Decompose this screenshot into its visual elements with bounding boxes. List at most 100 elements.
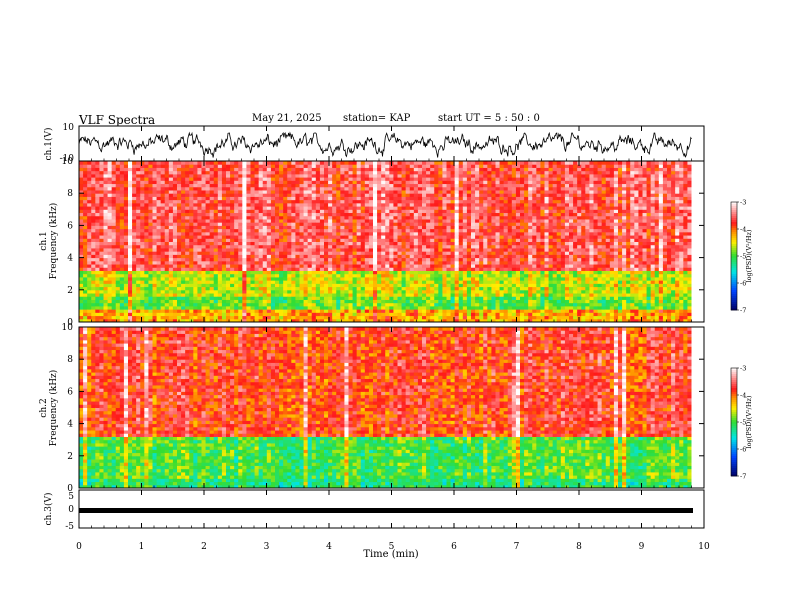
spectrogram-cell [79, 212, 84, 217]
spectrogram-cell [201, 164, 207, 168]
spectrogram-cell [426, 280, 431, 284]
spectrogram-cell [426, 228, 431, 233]
spectrogram-cell [197, 164, 202, 168]
spectrogram-cell [401, 167, 407, 172]
spectrogram-cell [295, 312, 300, 317]
spectrogram-cell [168, 241, 174, 246]
spectrogram-cell [144, 299, 149, 304]
spectrogram-cell [364, 173, 370, 178]
spectrogram-cell [91, 173, 96, 178]
spectrogram-cell [205, 280, 211, 284]
spectrogram-cell [426, 283, 431, 288]
spectrogram-cell [450, 286, 456, 291]
spectrogram-cell [95, 264, 100, 268]
spectrogram-cell [262, 280, 268, 284]
spectrogram-cell [119, 199, 125, 204]
spectrogram-cell [181, 161, 186, 165]
spectrogram-cell [99, 196, 104, 201]
spectrogram-cell [136, 193, 141, 197]
spectrogram-cell [201, 209, 207, 214]
spectrogram-cell [205, 312, 211, 317]
spectrogram-cell [307, 189, 313, 194]
spectrogram-cell [291, 276, 296, 281]
spectrogram-cell [344, 189, 349, 194]
spectrogram-cell [434, 299, 439, 304]
spectrogram-cell [115, 264, 121, 268]
spectrogram-cell [438, 199, 443, 204]
spectrogram-cell [140, 286, 145, 291]
spectrogram-cell [454, 215, 460, 220]
spectrogram-cell [434, 273, 439, 278]
spectrogram-cell [103, 189, 109, 194]
spectrogram-cell [291, 173, 296, 178]
spectrogram-cell [458, 218, 464, 223]
spectrogram-cell [446, 254, 452, 259]
spectrogram-cell [332, 247, 337, 252]
spectrogram-cell [270, 247, 276, 252]
spectrogram-cell [205, 264, 211, 268]
spectrogram-cell [332, 270, 337, 275]
spectrogram-cell [279, 241, 284, 246]
spectrogram-cell [136, 241, 141, 246]
spectrogram-cell [148, 289, 153, 294]
spectrogram-cell [177, 183, 182, 188]
spectrogram-cell [377, 199, 382, 204]
spectrogram-cell [458, 296, 464, 300]
spectrogram-cell [397, 293, 403, 297]
spectrogram-cell [393, 173, 398, 178]
spectrogram-cell [189, 196, 194, 201]
spectrogram-cell [254, 293, 260, 297]
spectrogram-cell [172, 296, 178, 300]
spectrogram-cell [483, 267, 488, 271]
spectrogram-cell [385, 202, 390, 207]
spectrogram-cell [152, 183, 158, 188]
spectrogram-cell [152, 318, 158, 323]
spectrogram-cell [266, 254, 272, 259]
spectrogram-cell [205, 270, 211, 275]
spectrogram-cell [197, 167, 202, 172]
spectrogram-cell [287, 202, 292, 207]
spectrogram-cell [275, 293, 280, 297]
spectrogram-cell [405, 254, 411, 259]
spectrogram-cell [307, 296, 313, 300]
spectrogram-cell [172, 167, 178, 172]
spectrogram-cell [417, 318, 423, 323]
spectrogram-cell [213, 312, 219, 317]
spectrogram-cell [152, 180, 158, 185]
spectrogram-cell [344, 199, 349, 204]
spectrogram-cell [344, 173, 349, 178]
spectrogram-cell [454, 183, 460, 188]
spectrogram-cell [295, 296, 300, 300]
spectrogram-cell [422, 318, 427, 323]
spectrogram-cell [319, 225, 325, 230]
spectrogram-cell [238, 302, 243, 307]
spectrogram-cell [287, 254, 292, 259]
spectrogram-cell [311, 202, 317, 207]
spectrogram-cell [103, 183, 109, 188]
spectrogram-cell [368, 225, 374, 230]
spectrogram-cell [123, 251, 129, 255]
spectrogram-cell [193, 305, 198, 310]
spectrogram-cell [168, 286, 174, 291]
spectrogram-cell [340, 231, 345, 236]
spectrogram-cell [254, 283, 260, 288]
spectrogram-cell [91, 241, 96, 246]
spectrogram-cell [283, 161, 288, 165]
spectrogram-cell [242, 309, 247, 313]
spectrogram-cell [462, 309, 468, 313]
spectrogram-cell [136, 177, 141, 181]
spectrogram-cell [422, 296, 427, 300]
spectrogram-cell [336, 318, 341, 323]
spectrogram-cell [230, 177, 235, 181]
spectrogram-cell [471, 309, 476, 313]
spectrogram-cell [217, 260, 223, 265]
spectrogram-cell [99, 257, 104, 262]
spectrogram-cell [275, 283, 280, 288]
spectrogram-cell [368, 167, 374, 172]
spectrogram-cell [254, 280, 260, 284]
spectrogram-cell [95, 212, 100, 217]
spectrogram-cell [111, 212, 117, 217]
spectrogram-cell [226, 177, 231, 181]
spectrogram-cell [172, 186, 178, 191]
spectrogram-cell [438, 289, 443, 294]
